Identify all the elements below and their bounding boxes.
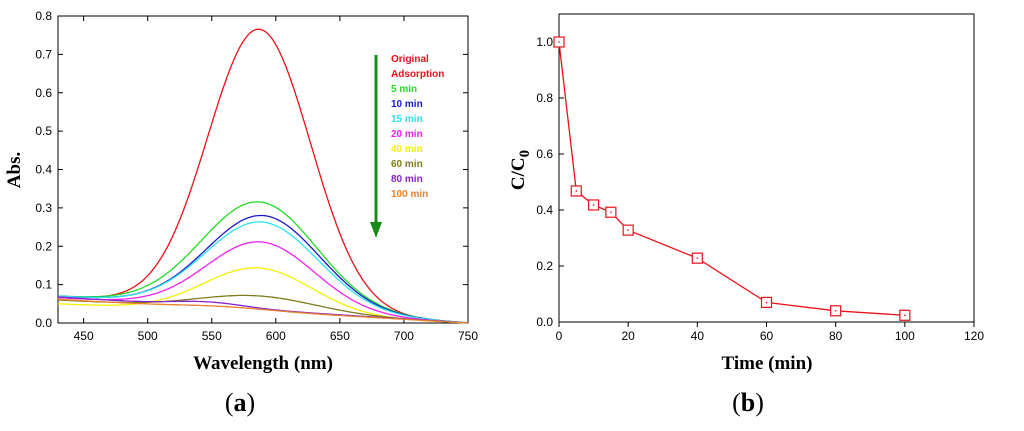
y-tick-label-a: 0.6 (35, 86, 52, 100)
y-tick-label-b: 0.4 (536, 203, 553, 217)
y-tick-label-b: 0.2 (536, 259, 553, 273)
plot-area-b (558, 13, 975, 323)
series-line-a (57, 298, 469, 324)
x-tick-label-a: 700 (394, 329, 414, 343)
y-tick-label-a: 0.8 (35, 9, 52, 23)
x-tick-label-a: 750 (458, 329, 478, 343)
decay-arrow-head (370, 222, 382, 238)
x-tick-label-a: 450 (74, 329, 94, 343)
legend-entry-a: 20 min (391, 129, 423, 140)
x-tick-label-a: 550 (202, 329, 222, 343)
data-point-center-b (592, 204, 595, 206)
data-point-center-b (696, 257, 699, 259)
legend-entry-a: Adsorption (391, 69, 444, 80)
y-ticks-b: 0.0 0.2 0.4 0.6 0.8 1.0 (536, 35, 564, 329)
chart-b: 0.0 0.2 0.4 0.6 0.8 1.0 0 20 40 60 80 100 120 C/C 0 … (508, 13, 984, 417)
legend-entry-a: 60 min (391, 159, 423, 170)
xlabel-b: Time (min) (722, 353, 813, 374)
ylabel-b-sub: 0 (517, 150, 533, 158)
y-tick-label-a: 0.5 (35, 124, 52, 138)
x-tick-label-a: 500 (138, 329, 158, 343)
x-ticks-a: 450 500 550 600 650 700 750 (74, 16, 478, 343)
ylabel-b-main: C/C (508, 157, 529, 190)
data-point-center-b (904, 314, 906, 317)
series-line-a (57, 28, 469, 324)
x-tick-label-a: 600 (266, 329, 286, 343)
y-tick-label-a: 0.4 (35, 163, 52, 177)
y-tick-label-a: 0.0 (35, 316, 52, 330)
x-tick-label-b: 60 (760, 329, 774, 343)
data-point-center-b (610, 211, 612, 214)
y-tick-label-a: 0.3 (35, 201, 52, 215)
panel-letter-b: b (741, 388, 755, 417)
legend-a: Original Adsorption 5 min 10 min 15 min 20 mi… (391, 54, 444, 200)
y-tick-label-a: 0.1 (35, 278, 52, 292)
y-tick-label-b: 0.0 (536, 315, 553, 329)
x-tick-label-b: 40 (691, 329, 705, 343)
legend-entry-a: 15 min (391, 114, 423, 125)
x-tick-label-b: 100 (895, 329, 915, 343)
y-tick-label-b: 1.0 (536, 35, 553, 49)
ylabel-b: C/C0 (508, 150, 533, 190)
legend-entry-a: Original (391, 54, 429, 65)
series-lines-a (57, 28, 469, 324)
x-ticks-b: 0 20 40 60 80 100 120 (556, 322, 984, 343)
series-line-a (57, 221, 469, 324)
legend-entry-a: 10 min (391, 99, 423, 110)
panel-letter-a: a (234, 388, 247, 417)
y-tick-label-b: 0.6 (536, 147, 553, 161)
y-tick-label-b: 0.8 (536, 91, 553, 105)
data-point-center-b (834, 310, 837, 312)
plot-area-a (57, 15, 469, 324)
panel-label-a: (a) (225, 388, 255, 417)
y-tick-label-a: 0.2 (35, 239, 52, 253)
data-point-center-b (765, 301, 768, 304)
x-tick-label-b: 20 (621, 329, 635, 343)
chart-a: 0.0 0.1 0.2 0.3 0.4 0.5 0.6 0.7 0.8 450 500 550 600… (4, 9, 478, 417)
data-point-center-b (627, 229, 629, 231)
legend-entry-a: 40 min (391, 144, 423, 155)
x-tick-label-a: 650 (330, 329, 350, 343)
ylabel-a: Abs. (4, 152, 25, 188)
xlabel-a: Wavelength (nm) (193, 353, 333, 374)
y-tick-label-a: 0.7 (35, 47, 52, 61)
legend-entry-a: 100 min (391, 189, 428, 200)
legend-entry-a: 5 min (391, 84, 417, 95)
x-tick-label-b: 80 (829, 329, 843, 343)
series-line-a (57, 241, 469, 324)
series-b (553, 36, 911, 321)
legend-entry-a: 80 min (391, 174, 423, 185)
x-tick-label-b: 120 (964, 329, 984, 343)
panel-label-b: (b) (732, 388, 764, 417)
data-point-center-b (575, 190, 578, 192)
data-point-center-b (558, 41, 560, 43)
y-ticks-a: 0.0 0.1 0.2 0.3 0.4 0.5 0.6 0.7 0.8 (35, 9, 468, 330)
x-tick-label-b: 0 (556, 329, 563, 343)
